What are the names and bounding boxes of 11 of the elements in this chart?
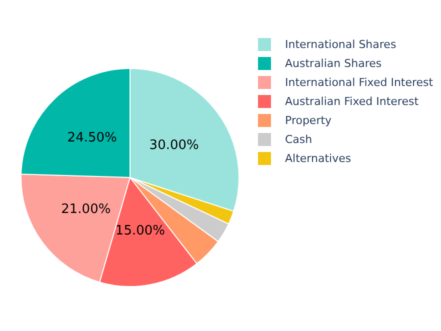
- legend-label: Australian Fixed Interest: [285, 95, 419, 108]
- data-label: 30.00%: [149, 138, 199, 153]
- data-label: 15.00%: [115, 223, 165, 238]
- legend-label: Australian Shares: [285, 57, 382, 70]
- legend-label: Cash: [285, 133, 312, 146]
- legend-label: International Shares: [285, 38, 396, 51]
- data-label: 21.00%: [61, 202, 111, 217]
- legend-label: Alternatives: [285, 152, 352, 165]
- data-label: 24.50%: [67, 130, 117, 146]
- legend-label: International Fixed Interest: [285, 76, 434, 89]
- legend-label: Property: [285, 114, 332, 127]
